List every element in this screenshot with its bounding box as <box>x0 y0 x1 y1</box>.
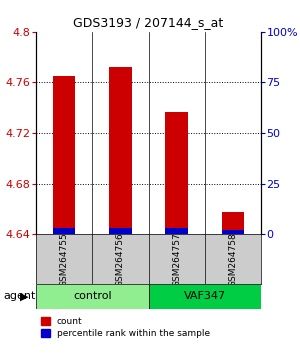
Text: GSM264756: GSM264756 <box>116 232 125 286</box>
Legend: count, percentile rank within the sample: count, percentile rank within the sample <box>40 317 210 338</box>
Text: GSM264757: GSM264757 <box>172 232 181 286</box>
Bar <box>165 228 188 234</box>
Text: VAF347: VAF347 <box>184 291 226 301</box>
FancyBboxPatch shape <box>148 284 261 309</box>
Bar <box>222 212 244 230</box>
Bar <box>53 76 75 228</box>
Text: agent: agent <box>3 291 35 301</box>
Text: GSM264755: GSM264755 <box>60 232 69 286</box>
Bar <box>109 228 132 234</box>
Text: ▶: ▶ <box>20 291 28 301</box>
FancyBboxPatch shape <box>36 284 148 309</box>
Bar <box>222 230 244 234</box>
Bar <box>53 228 75 234</box>
Bar <box>165 112 188 228</box>
Bar <box>109 67 132 228</box>
Text: GSM264758: GSM264758 <box>228 232 237 286</box>
Title: GDS3193 / 207144_s_at: GDS3193 / 207144_s_at <box>74 16 224 29</box>
Text: control: control <box>73 291 112 301</box>
